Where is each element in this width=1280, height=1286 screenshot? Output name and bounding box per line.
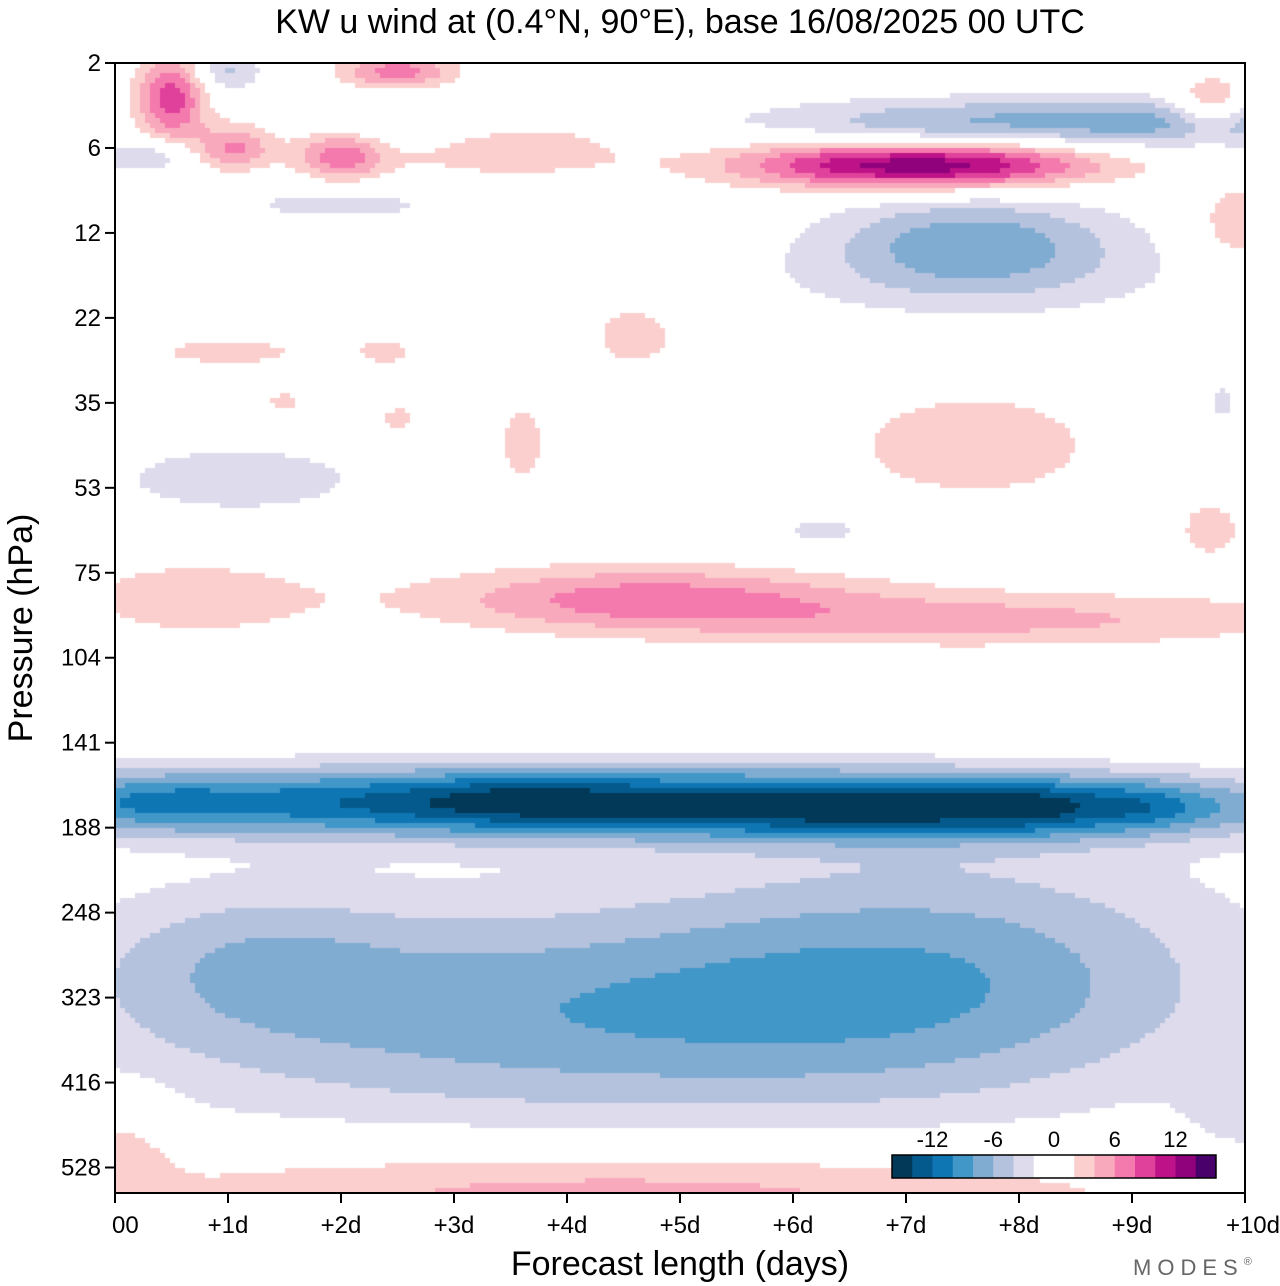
contour-field xyxy=(115,63,1245,1193)
colorbar-swatch xyxy=(1013,1155,1035,1178)
y-tick-label: 323 xyxy=(61,985,101,1012)
x-tick-label: +2d xyxy=(321,1212,362,1239)
colorbar-label: -12 xyxy=(917,1127,949,1152)
colorbar-frame xyxy=(891,1154,1217,1179)
y-tick-label: 35 xyxy=(74,390,101,417)
brand-name: MODES xyxy=(1133,1255,1244,1280)
plot-area xyxy=(115,63,1245,1193)
y-axis-title: Pressure (hPa) xyxy=(2,514,40,743)
colorbar-swatch xyxy=(973,1155,994,1178)
y-axis: 2 6 12 22 35 53 75 104 141 188 248 323 416 528 xyxy=(61,50,115,1182)
y-tick-label: 104 xyxy=(61,645,101,672)
colorbar-swatch xyxy=(892,1155,913,1178)
x-tick-label: 00 xyxy=(112,1212,139,1239)
colorbar-swatch xyxy=(1114,1155,1136,1178)
colorbar-swatch xyxy=(932,1155,954,1178)
x-axis-title: Forecast length (days) xyxy=(511,1245,849,1283)
x-tick-label: +6d xyxy=(773,1212,814,1239)
colorbar-swatch xyxy=(1175,1155,1197,1178)
y-tick-label: 22 xyxy=(74,305,101,332)
y-tick-label: 188 xyxy=(61,815,101,842)
y-tick-label: 2 xyxy=(88,50,101,77)
colorbar-swatch xyxy=(952,1155,974,1178)
y-tick-label: 528 xyxy=(61,1155,101,1182)
colorbar-label: 6 xyxy=(1109,1127,1121,1152)
colorbar-swatch xyxy=(1094,1155,1116,1178)
colorbar-label: -6 xyxy=(983,1127,1003,1152)
colorbar-swatch xyxy=(1054,1155,1075,1178)
x-tick-label: +10d xyxy=(1226,1212,1280,1239)
x-tick-label: +7d xyxy=(886,1212,927,1239)
x-axis: 00 +1d +2d +3d +4d +5d +6d +7d +8d +9d +10d xyxy=(112,1193,1280,1239)
colorbar-swatch xyxy=(1155,1155,1176,1178)
colorbar-label: 12 xyxy=(1163,1127,1187,1152)
y-tick-label: 53 xyxy=(74,475,101,502)
chart-title: KW u wind at (0.4°N, 90°E), base 16/08/2… xyxy=(275,3,1085,41)
colorbar-swatch xyxy=(1195,1155,1217,1178)
colorbar-swatch xyxy=(1033,1155,1055,1178)
x-tick-label: +1d xyxy=(208,1212,249,1239)
colorbar-swatch xyxy=(1074,1155,1095,1178)
brand-mark: ® xyxy=(1244,1256,1258,1268)
y-tick-label: 6 xyxy=(88,135,101,162)
brand-logo: MODES® xyxy=(1133,1255,1258,1280)
colorbar: -12 -6 0 6 12 xyxy=(891,1127,1217,1179)
y-tick-label: 12 xyxy=(74,220,101,247)
x-tick-label: +5d xyxy=(660,1212,701,1239)
colorbar-label: 0 xyxy=(1048,1127,1060,1152)
x-tick-label: +8d xyxy=(999,1212,1040,1239)
colorbar-swatch xyxy=(912,1155,933,1178)
x-tick-label: +9d xyxy=(1112,1212,1153,1239)
colorbar-swatch xyxy=(1135,1155,1156,1178)
colorbar-swatch xyxy=(993,1155,1014,1178)
y-tick-label: 75 xyxy=(74,560,101,587)
x-tick-label: +3d xyxy=(434,1212,475,1239)
x-tick-label: +4d xyxy=(547,1212,588,1239)
y-tick-label: 141 xyxy=(61,730,101,757)
y-tick-label: 416 xyxy=(61,1070,101,1097)
y-tick-label: 248 xyxy=(61,900,101,927)
